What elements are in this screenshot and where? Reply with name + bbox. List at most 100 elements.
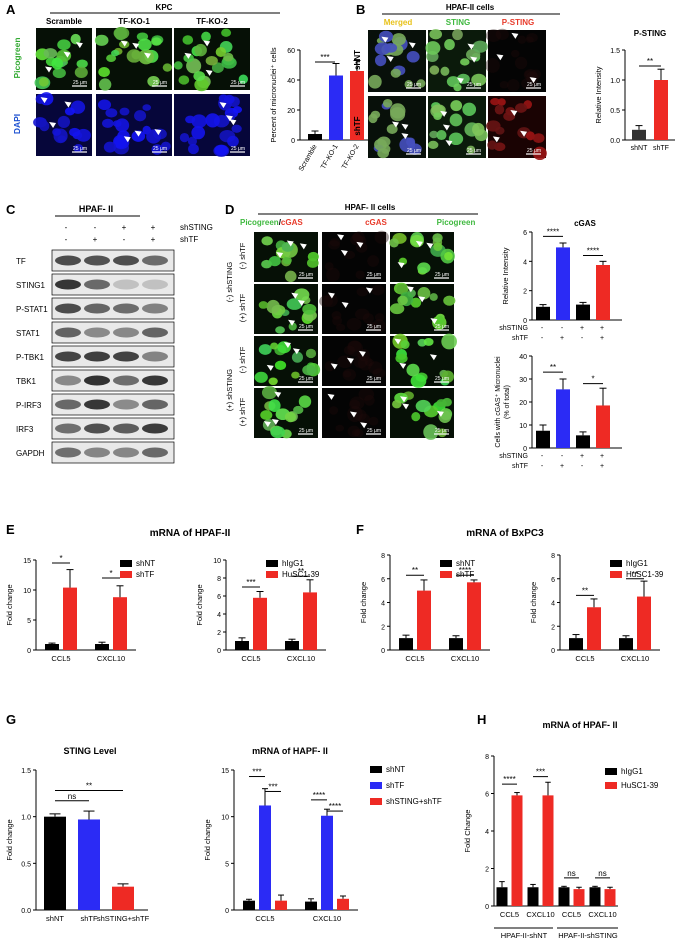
panel-c-blot-band	[113, 303, 139, 314]
panel-b-bar	[654, 80, 668, 140]
nucleus	[423, 424, 439, 440]
nucleus	[423, 337, 434, 346]
nucleus	[355, 270, 365, 280]
panel-f-chart2-bar	[569, 638, 583, 650]
nucleus	[238, 74, 249, 84]
panel-f-chart2-y-tick-label: 6	[551, 577, 555, 584]
panel-a-dapi-image: 25 μm	[174, 94, 250, 157]
nucleus	[332, 315, 343, 326]
panel-d-chart2-bar	[556, 389, 570, 448]
arrowhead-marker	[346, 357, 354, 364]
panel-g-chart1-x-tick-label: shNT	[46, 914, 64, 923]
panel-e-title: mRNA of HPAF-II	[150, 528, 231, 539]
nucleus	[291, 371, 300, 379]
panel-h-chart-x-tick-label: CXCL10	[526, 910, 554, 919]
panel-d-chart2-y-tick-label: 20	[519, 400, 527, 407]
panel-d-chart1-title: cGAS	[574, 219, 596, 228]
panel-g-chart2-x-tick-label: CXCL10	[313, 914, 341, 923]
panel-c-condition-label: shSTING	[180, 223, 213, 232]
panel-c-blot-label: TF	[16, 257, 26, 266]
panel-a-column-label: TF-KO-1	[118, 17, 150, 26]
nucleus	[57, 39, 71, 51]
panel-d-picogreen-image: 25 μm	[390, 388, 454, 440]
panel-letter-h: H	[477, 712, 486, 727]
panel-a-bar	[329, 75, 343, 140]
panel-f-chart2-bar	[619, 638, 633, 650]
panel-d-chart2-significance: **	[550, 363, 556, 372]
nucleus	[179, 132, 190, 143]
panel-h-chart-bar	[573, 889, 585, 906]
arrowhead-marker	[283, 342, 291, 349]
panel-a-chart-y-tick-label: 0	[291, 138, 295, 145]
nucleus	[444, 39, 455, 51]
panel-h-chart-legend-label: HuSC1-39	[621, 781, 659, 790]
panel-g-chart1-x-tick-label: shTF	[80, 914, 98, 923]
nucleus	[305, 348, 317, 359]
panel-e-chart2-y-label: Fold change	[195, 584, 204, 625]
arrowhead-marker	[123, 136, 131, 143]
panel-d-chart2-y-label: Cells with cGAS⁺ Micronuclei	[495, 356, 502, 448]
arrowhead-marker	[394, 338, 402, 345]
nucleus	[342, 370, 352, 378]
nucleus	[268, 399, 281, 413]
nucleus	[364, 394, 375, 406]
panel-a-row-label: DAPI	[12, 114, 22, 134]
panel-d-chart1-condition-sign: -	[561, 325, 564, 332]
panel-c-blot-band	[55, 255, 81, 266]
panel-g-chart2-legend-label: shSTING+shTF	[386, 797, 442, 806]
panel-f-chart1-y-tick-label: 8	[381, 553, 385, 560]
panel-d-merged-image: 25 μm	[254, 386, 318, 439]
panel-h-chart-significance: ns	[598, 869, 606, 878]
panel-b-micrograph: 25 μm	[427, 96, 488, 158]
nucleus	[282, 256, 292, 265]
micrograph-background	[488, 30, 546, 92]
panel-c-blot-band	[113, 375, 139, 386]
nucleus	[378, 30, 394, 43]
nucleus	[94, 34, 109, 46]
panel-h-chart-bar	[604, 889, 616, 906]
panel-d-chart2-condition-sign: +	[560, 463, 564, 470]
nucleus	[349, 396, 365, 410]
arrowhead-marker	[225, 115, 233, 122]
panel-f-title: mRNA of BxPC3	[466, 528, 544, 539]
nucleus	[415, 399, 431, 413]
scale-bar-label: 25 μm	[153, 80, 167, 86]
nucleus	[205, 56, 218, 66]
nucleus	[193, 71, 206, 82]
panel-b-chart-significance: **	[647, 57, 653, 66]
nucleus	[270, 342, 279, 350]
panel-f-chart2-y-tick-label: 4	[551, 601, 555, 608]
arrowhead-marker	[391, 121, 399, 128]
arrowhead-marker	[470, 56, 478, 63]
nucleus	[76, 59, 88, 69]
panel-b-chart-y-tick-label: 0.0	[610, 138, 620, 145]
scale-bar-label: 25 μm	[299, 324, 313, 330]
nucleus	[485, 29, 502, 43]
nucleus	[260, 410, 273, 420]
panel-f-chart2-y-tick-label: 0	[551, 648, 555, 655]
panel-e-chart1-y-label: Fold change	[5, 584, 14, 625]
nucleus	[98, 78, 112, 91]
panel-h-chart-bar	[511, 795, 523, 906]
panel-d-chart1-condition-sign: -	[541, 325, 544, 332]
panel-c-blot-band	[142, 351, 168, 362]
arrowhead-marker	[445, 140, 453, 147]
panel-letter-c: C	[6, 202, 16, 217]
nucleus	[173, 61, 183, 70]
nucleus	[368, 361, 383, 375]
nucleus	[436, 399, 447, 408]
panel-d-chart2-condition-sign: +	[600, 453, 604, 460]
panel-e-chart2-y-tick-label: 8	[217, 576, 221, 583]
nucleus	[450, 100, 463, 112]
panel-g-chart2-y-tick-label: 0	[225, 908, 229, 915]
nucleus	[353, 409, 367, 421]
panel-e-chart1-y-tick-label: 10	[23, 588, 31, 595]
panel-g-chart2-bar	[243, 900, 255, 910]
panel-g-chart2-y-tick-label: 5	[225, 861, 229, 868]
nucleus	[51, 57, 64, 70]
nucleus	[472, 122, 485, 136]
nucleus	[342, 368, 357, 381]
nucleus	[134, 110, 147, 122]
nucleus	[102, 118, 114, 128]
nucleus	[194, 43, 207, 57]
